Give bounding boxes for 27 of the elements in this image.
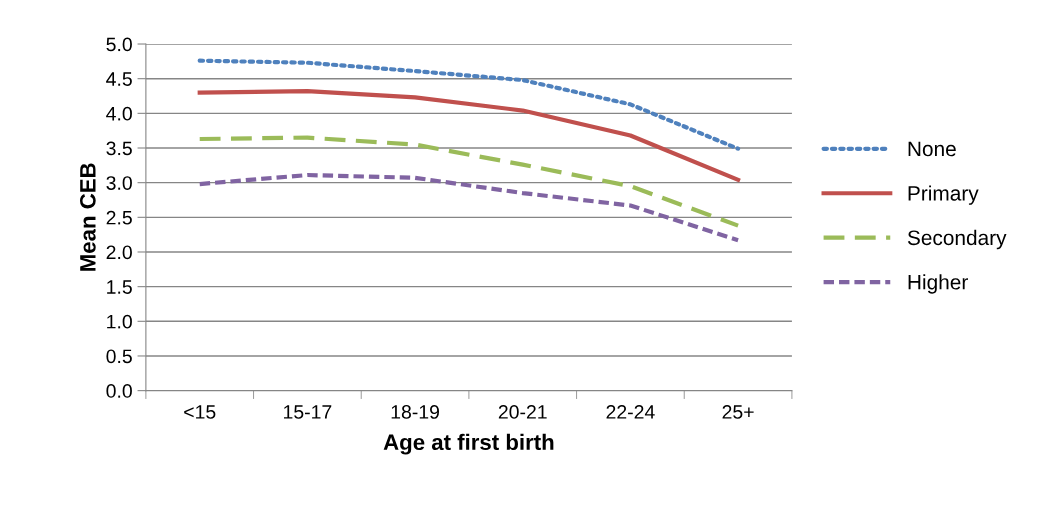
line-series xyxy=(197,89,741,182)
line-series xyxy=(197,135,741,228)
y-tick-label: 0.5 xyxy=(106,349,132,364)
y-tick-label: 0.0 xyxy=(106,384,132,398)
x-tick-label: 25+ xyxy=(722,405,754,419)
x-tick-label: 20-21 xyxy=(498,405,547,419)
x-tick-label: <15 xyxy=(184,405,216,419)
x-tick-label: 22-24 xyxy=(606,405,655,419)
legend-label: Higher xyxy=(908,274,968,294)
legend-label: None xyxy=(908,141,956,157)
y-tick-label: 2.5 xyxy=(106,210,132,225)
y-tick-label: 4.0 xyxy=(106,106,132,121)
legend-label: Primary xyxy=(908,185,979,205)
y-tick-label: 3.0 xyxy=(106,176,132,190)
legend-label: Secondary xyxy=(907,229,1007,250)
y-tick-label: 1.5 xyxy=(107,280,132,294)
line-series xyxy=(197,172,741,243)
x-tick-label: 18-19 xyxy=(391,405,440,419)
line-series xyxy=(197,58,741,151)
x-axis-title: Age at first birth xyxy=(383,433,554,455)
y-tick-label: 4.5 xyxy=(106,72,132,86)
y-tick-label: 2.0 xyxy=(106,245,132,260)
y-tick-label: 5.0 xyxy=(106,37,132,52)
y-tick-label: 1.0 xyxy=(107,314,132,329)
y-tick-label: 3.5 xyxy=(106,141,132,156)
y-axis-title: Mean CEB xyxy=(79,163,96,271)
x-tick-label: 15-17 xyxy=(284,405,332,419)
